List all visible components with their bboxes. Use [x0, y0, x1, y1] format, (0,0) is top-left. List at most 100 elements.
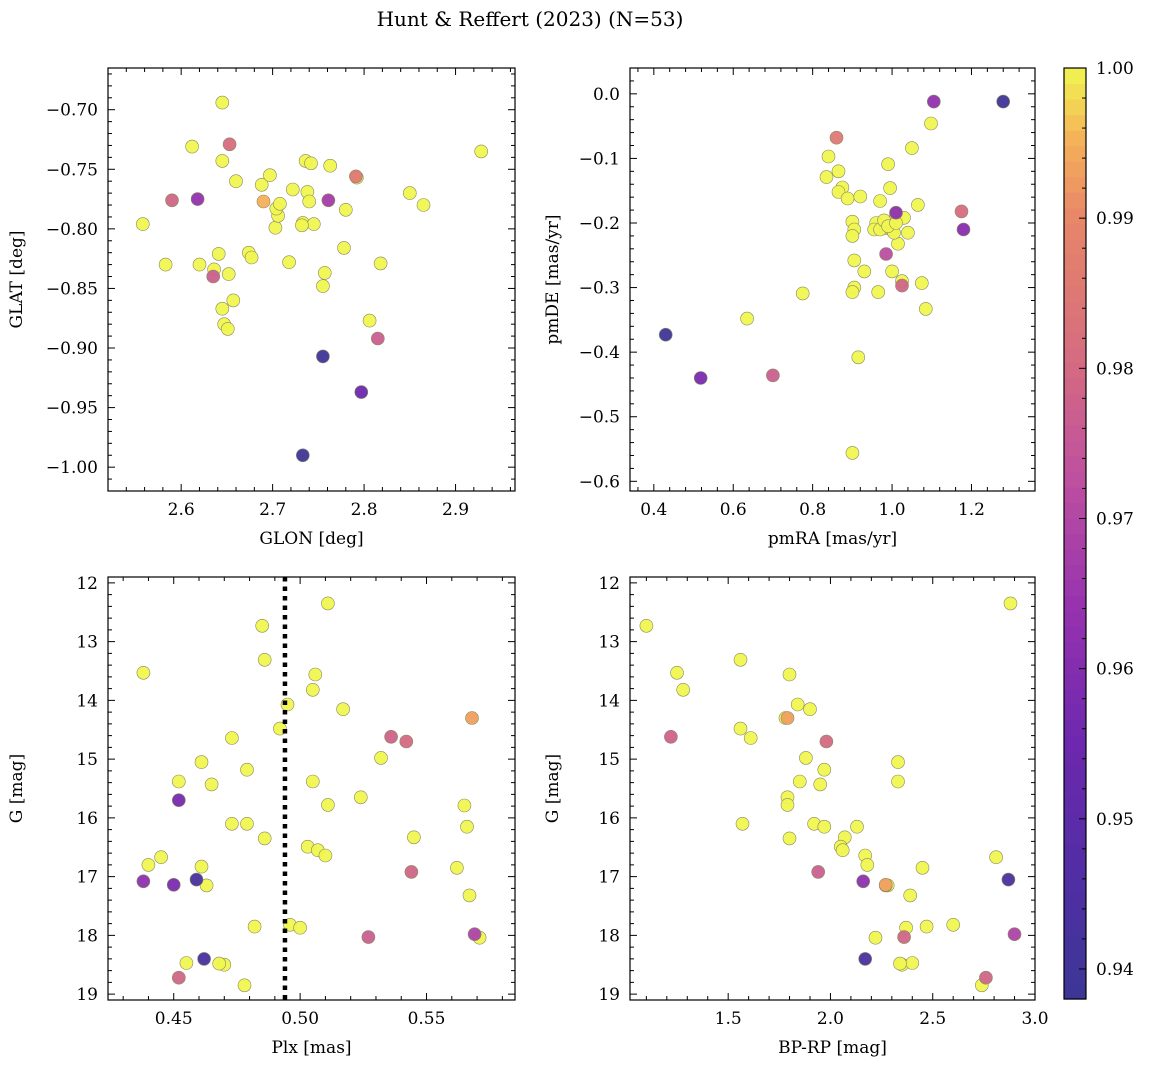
y-tick-label: 14 — [598, 691, 620, 711]
data-point — [903, 888, 918, 903]
colorbar-strip — [1064, 393, 1086, 410]
data-point — [215, 95, 230, 110]
colorbar-strip — [1064, 223, 1086, 240]
data-point — [817, 819, 832, 834]
colorbar-strip — [1064, 285, 1086, 302]
colorbar-tick-label: 0.94 — [1096, 960, 1134, 980]
colorbar-strip — [1064, 580, 1086, 597]
data-point — [780, 798, 795, 812]
colorbar-strip — [1064, 455, 1086, 473]
data-point — [158, 257, 173, 272]
data-point — [318, 848, 333, 863]
data-point — [946, 917, 961, 932]
colorbar-strip — [1064, 83, 1086, 100]
y-tick-label: 17 — [598, 868, 620, 888]
x-tick-label: 0.50 — [281, 1009, 319, 1029]
data-point — [835, 843, 850, 858]
x-tick-label: 0.6 — [720, 500, 747, 520]
x-tick-label: 2.8 — [351, 500, 378, 520]
plot-area: 2.6 2.7 2.8 2.9 −0.70 −0.75 −0.80 −0.85 −0.90 −0.… — [7, 67, 1049, 1058]
data-point — [676, 682, 691, 697]
colorbar-tick-label: 0.98 — [1096, 359, 1134, 379]
data-point — [901, 225, 915, 240]
data-point — [323, 158, 338, 173]
y-tick-label: 15 — [598, 750, 620, 770]
data-point — [229, 174, 243, 188]
data-point — [189, 872, 204, 887]
data-point — [237, 978, 252, 993]
data-point — [871, 285, 886, 299]
data-point — [172, 970, 186, 985]
data-point — [829, 130, 844, 145]
scatter-points — [136, 596, 487, 993]
colorbar-strip — [1064, 424, 1086, 441]
colorbar-strip — [1064, 611, 1086, 628]
data-point — [885, 264, 899, 279]
data-point — [905, 956, 920, 970]
data-point — [857, 264, 872, 279]
data-point — [780, 711, 795, 725]
colorbar-strip — [1064, 517, 1086, 535]
data-point — [197, 952, 211, 966]
data-point — [194, 755, 209, 769]
data-point — [639, 618, 654, 633]
y-tick-label: 12 — [76, 574, 98, 594]
axes-frame — [107, 576, 516, 1001]
x-tick-label: 0.4 — [640, 500, 667, 520]
data-point — [915, 860, 930, 875]
axes-frame — [629, 576, 1036, 1001]
y-tick-label: 14 — [76, 691, 98, 711]
colorbar-strip — [1064, 502, 1086, 519]
tick-marks — [630, 67, 1036, 491]
data-point — [911, 198, 925, 212]
data-point — [399, 734, 414, 749]
data-point — [840, 191, 855, 206]
data-point — [1001, 872, 1016, 887]
colorbar-tick-label: 0.97 — [1096, 509, 1134, 529]
data-point — [154, 850, 168, 865]
data-point — [954, 204, 969, 219]
data-point — [302, 194, 317, 209]
data-point — [362, 313, 377, 328]
data-point — [268, 220, 283, 235]
data-point — [465, 711, 479, 725]
data-point — [895, 278, 909, 293]
y-tick-label: 18 — [76, 926, 98, 946]
data-point — [136, 874, 151, 889]
tick-marks — [107, 68, 515, 492]
data-point — [860, 858, 875, 872]
y-axis-label: G [mag] — [543, 754, 563, 823]
data-point — [225, 731, 239, 745]
data-point — [172, 774, 186, 789]
x-axis-label: Plx [mas] — [271, 1038, 351, 1058]
data-point — [670, 665, 684, 680]
data-point — [194, 859, 209, 874]
y-tick-label: 19 — [76, 985, 98, 1005]
data-point — [185, 139, 199, 154]
data-point — [799, 751, 813, 765]
colorbar-tick-label: 0.99 — [1096, 209, 1134, 229]
colorbar-strip — [1064, 440, 1086, 457]
panel-plx_g: 0.45 0.50 0.55 12 13 14 15 16 17 18 19 Plx [mas] G [… — [7, 574, 516, 1058]
data-point — [337, 241, 351, 255]
x-tick-label: 0.55 — [408, 1009, 446, 1029]
data-point — [222, 137, 237, 152]
colorbar-strip — [1064, 269, 1086, 286]
data-point — [905, 141, 919, 155]
colorbar-strip — [1064, 533, 1086, 550]
data-point — [282, 255, 296, 270]
data-point — [803, 702, 817, 717]
x-tick-label: 0.8 — [799, 500, 826, 520]
data-point — [733, 652, 748, 667]
data-point — [782, 667, 797, 682]
colorbar-strip — [1064, 828, 1086, 845]
data-point — [402, 186, 417, 200]
data-point — [257, 652, 272, 667]
data-point — [336, 702, 350, 717]
scatter-points — [658, 94, 1011, 460]
colorbar-frame — [1063, 67, 1087, 1000]
x-tick-label: 2.7 — [259, 500, 286, 520]
colorbar-strip — [1064, 673, 1086, 690]
colorbar-strip — [1064, 719, 1086, 736]
data-point — [956, 222, 971, 237]
